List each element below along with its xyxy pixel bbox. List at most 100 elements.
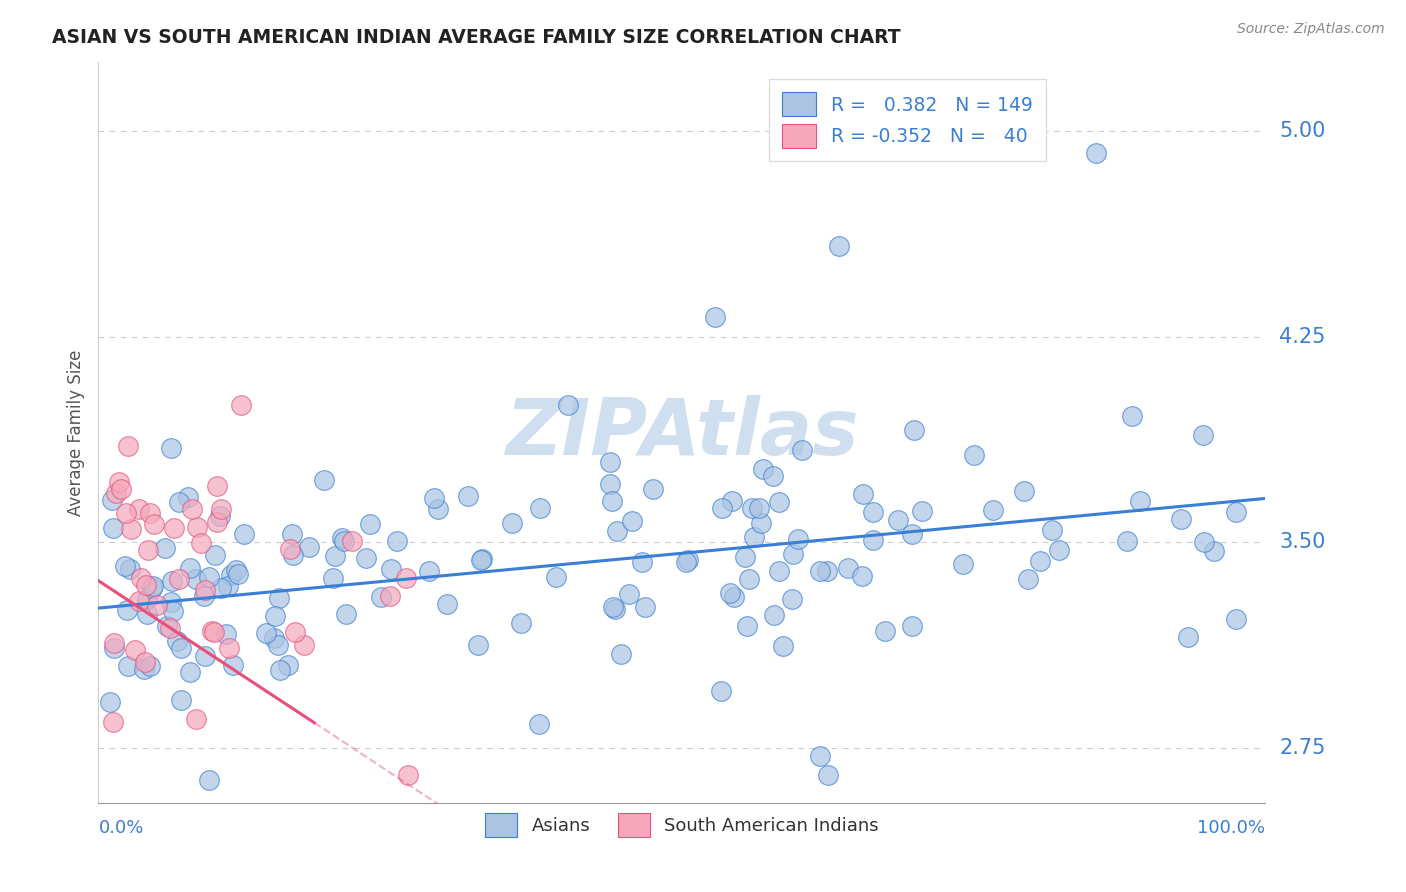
Point <box>143 516 166 531</box>
Point <box>718 586 741 600</box>
Point <box>170 693 193 707</box>
Point <box>101 493 124 508</box>
Point <box>748 500 770 515</box>
Point <box>1177 631 1199 645</box>
Point <box>217 579 239 593</box>
Point <box>209 581 232 595</box>
Point <box>631 555 654 569</box>
Point <box>527 716 550 731</box>
Point <box>292 638 315 652</box>
Point <box>221 568 243 582</box>
Point <box>128 594 150 608</box>
Point <box>135 591 157 606</box>
Point <box>1192 427 1215 442</box>
Point <box>752 462 775 476</box>
Y-axis label: Average Family Size: Average Family Size <box>66 350 84 516</box>
Point <box>981 503 1004 517</box>
Point <box>1047 543 1070 558</box>
Point <box>862 505 884 519</box>
Point <box>108 475 131 489</box>
Point <box>762 469 785 483</box>
Point <box>723 590 745 604</box>
Point <box>129 571 152 585</box>
Point <box>963 448 986 462</box>
Point <box>280 542 302 557</box>
Text: 4.25: 4.25 <box>1279 326 1326 347</box>
Point <box>134 655 156 669</box>
Point <box>768 495 790 509</box>
Point <box>166 633 188 648</box>
Point <box>208 509 231 524</box>
Point <box>817 768 839 782</box>
Point <box>457 489 479 503</box>
Point <box>101 521 124 535</box>
Point <box>501 516 523 531</box>
Point <box>118 562 141 576</box>
Point <box>132 662 155 676</box>
Point <box>1170 512 1192 526</box>
Point <box>281 548 304 562</box>
Text: ZIPAtlas: ZIPAtlas <box>505 394 859 471</box>
Point <box>163 521 186 535</box>
Point <box>1116 533 1139 548</box>
Point <box>703 310 725 325</box>
Point <box>370 590 392 604</box>
Point <box>471 552 494 566</box>
Point <box>197 570 219 584</box>
Point <box>780 591 803 606</box>
Point <box>136 543 159 558</box>
Point <box>205 479 228 493</box>
Point <box>194 582 217 597</box>
Point <box>169 572 191 586</box>
Point <box>264 609 287 624</box>
Point <box>633 600 655 615</box>
Point <box>762 607 785 622</box>
Point <box>207 516 229 530</box>
Point <box>467 638 489 652</box>
Point <box>263 631 285 645</box>
Point <box>952 557 974 571</box>
Point <box>510 615 533 630</box>
Point <box>359 516 381 531</box>
Point <box>162 574 184 589</box>
Point <box>312 473 335 487</box>
Point <box>204 549 226 563</box>
Point <box>135 578 157 592</box>
Point <box>277 657 299 672</box>
Point <box>768 564 790 578</box>
Point <box>333 533 356 548</box>
Point <box>340 534 363 549</box>
Point <box>675 555 697 569</box>
Point <box>141 581 163 595</box>
Point <box>267 591 290 606</box>
Point <box>735 618 758 632</box>
Point <box>395 571 418 585</box>
Point <box>544 570 567 584</box>
Point <box>772 639 794 653</box>
Point <box>749 516 772 530</box>
Point <box>110 482 132 496</box>
Point <box>852 487 875 501</box>
Point <box>418 564 440 578</box>
Point <box>139 658 162 673</box>
Point <box>378 589 401 603</box>
Point <box>470 553 492 567</box>
Text: 2.75: 2.75 <box>1279 738 1326 758</box>
Point <box>120 522 142 536</box>
Point <box>851 568 873 582</box>
Point <box>426 502 449 516</box>
Text: ASIAN VS SOUTH AMERICAN INDIAN AVERAGE FAMILY SIZE CORRELATION CHART: ASIAN VS SOUTH AMERICAN INDIAN AVERAGE F… <box>52 28 900 47</box>
Point <box>215 627 238 641</box>
Point <box>643 482 665 496</box>
Point <box>710 684 733 698</box>
Point <box>124 643 146 657</box>
Point <box>146 598 169 612</box>
Point <box>1204 544 1226 558</box>
Point <box>231 398 253 412</box>
Point <box>862 533 884 548</box>
Point <box>1012 483 1035 498</box>
Point <box>209 502 232 516</box>
Point <box>529 500 551 515</box>
Point <box>167 495 190 509</box>
Point <box>254 625 277 640</box>
